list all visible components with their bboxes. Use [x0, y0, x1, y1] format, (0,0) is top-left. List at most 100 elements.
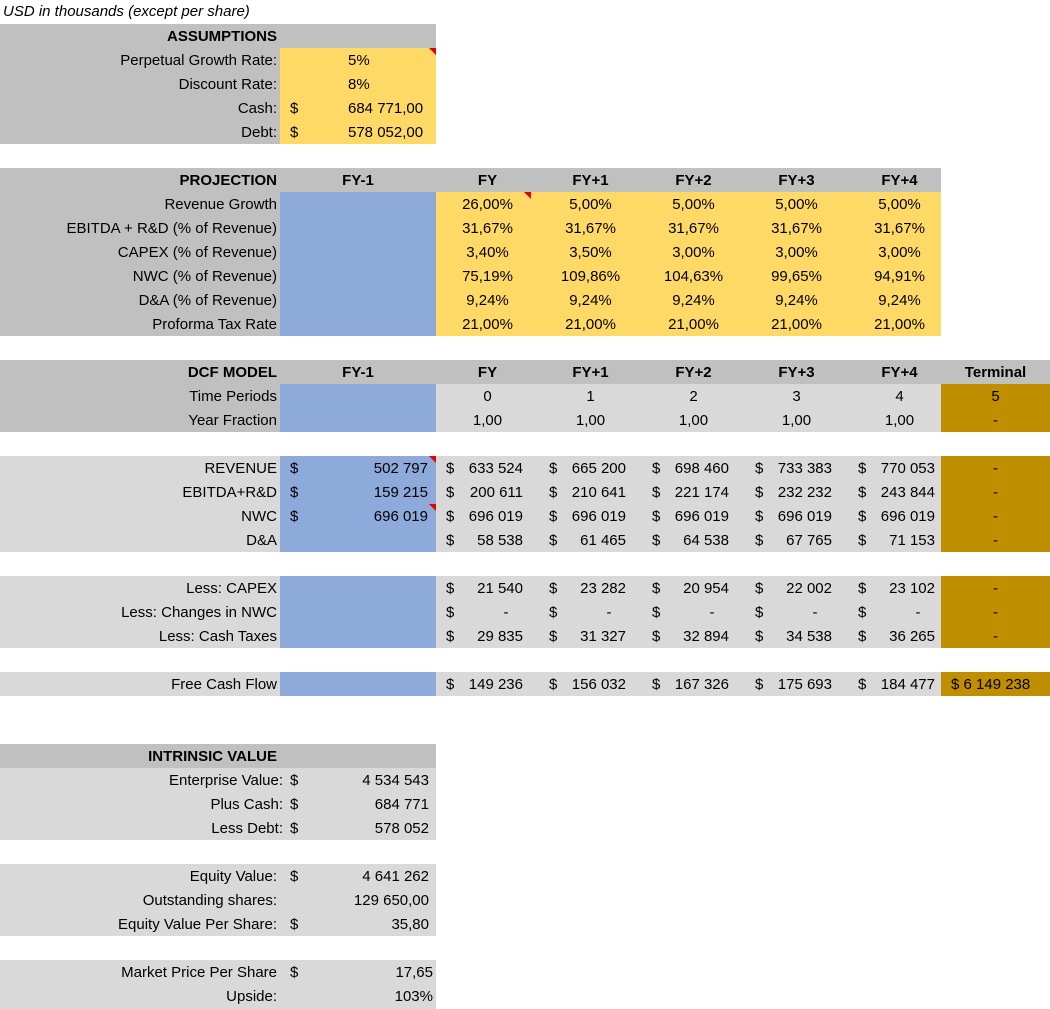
financial-row-label[interactable]: REVENUE — [204, 460, 277, 477]
currency-symbol[interactable]: $ — [755, 676, 764, 693]
deduction-value[interactable]: - — [709, 604, 715, 621]
currency-symbol[interactable]: $ — [290, 916, 299, 933]
projection-row-label[interactable]: EBITDA + R&D (% of Revenue) — [66, 220, 278, 237]
currency-symbol[interactable]: $ — [858, 580, 867, 597]
currency-symbol[interactable]: $ — [755, 460, 764, 477]
equity-value[interactable]: 129 650,00 — [353, 892, 429, 909]
dcf-row-label[interactable]: Time Periods — [189, 388, 277, 405]
historic-value[interactable]: 696 019 — [373, 508, 428, 525]
market-row-label[interactable]: Market Price Per Share — [121, 964, 277, 981]
assumptions-title[interactable]: ASSUMPTIONS — [166, 28, 277, 45]
dcf-column-header[interactable]: FY — [477, 364, 498, 381]
projection-value[interactable]: 9,24% — [672, 292, 715, 309]
fcf-value[interactable]: 184 477 — [880, 676, 935, 693]
currency-symbol[interactable]: $ — [549, 676, 558, 693]
dcf-column-header[interactable]: FY+3 — [778, 364, 815, 381]
currency-symbol[interactable]: $ — [446, 580, 455, 597]
financial-value[interactable]: 232 232 — [777, 484, 832, 501]
intrinsic-row-label[interactable]: Plus Cash: — [210, 796, 283, 813]
projection-value[interactable]: 5,00% — [775, 196, 818, 213]
intrinsic-value[interactable]: 578 052 — [374, 820, 429, 837]
financial-value[interactable]: 770 053 — [880, 460, 935, 477]
assumption-value[interactable]: 578 052,00 — [348, 124, 424, 141]
equity-row-label[interactable]: Equity Value Per Share: — [118, 916, 277, 933]
assumption-label[interactable]: Debt: — [241, 124, 277, 141]
terminal-value[interactable]: - — [993, 484, 998, 501]
dcf-period-value[interactable]: 1,00 — [472, 412, 503, 429]
currency-symbol[interactable]: $ — [549, 508, 558, 525]
intrinsic-row-label[interactable]: Less Debt: — [211, 820, 283, 837]
projection-column-header[interactable]: FY — [477, 172, 498, 189]
deduction-row-label[interactable]: Less: Changes in NWC — [121, 604, 277, 621]
market-value[interactable]: 17,65 — [395, 964, 433, 981]
projection-row-label[interactable]: CAPEX (% of Revenue) — [117, 244, 277, 261]
currency-symbol[interactable]: $ — [858, 676, 867, 693]
units-note[interactable]: USD in thousands (except per share) — [3, 3, 250, 20]
financial-value[interactable]: 633 524 — [468, 460, 523, 477]
currency-symbol[interactable]: $ — [549, 460, 558, 477]
dcf-title[interactable]: DCF MODEL — [187, 364, 277, 381]
currency-symbol[interactable]: $ — [290, 484, 299, 501]
currency-symbol[interactable]: $ — [858, 532, 867, 549]
assumption-value[interactable]: 8% — [348, 76, 370, 93]
equity-row-label[interactable]: Equity Value: — [189, 868, 277, 885]
currency-symbol[interactable]: $ — [755, 484, 764, 501]
projection-column-header[interactable]: FY+2 — [675, 172, 712, 189]
currency-symbol[interactable]: $ — [652, 580, 661, 597]
historic-value[interactable]: 502 797 — [373, 460, 428, 477]
currency-symbol[interactable]: $ — [755, 604, 764, 621]
financial-value[interactable]: 200 611 — [469, 484, 523, 501]
intrinsic-title[interactable]: INTRINSIC VALUE — [148, 748, 277, 765]
projection-value[interactable]: 3,00% — [672, 244, 715, 261]
currency-symbol[interactable]: $ — [652, 460, 661, 477]
projection-value[interactable]: 21,00% — [462, 316, 513, 333]
financial-value[interactable]: 243 844 — [880, 484, 935, 501]
projection-value[interactable]: 5,00% — [569, 196, 612, 213]
equity-row-label[interactable]: Outstanding shares: — [142, 892, 277, 909]
currency-symbol[interactable]: $ — [755, 580, 764, 597]
currency-symbol[interactable]: $ — [446, 484, 455, 501]
currency-symbol[interactable]: $ — [652, 628, 661, 645]
projection-column-header[interactable]: FY+3 — [778, 172, 815, 189]
currency-symbol[interactable]: $ — [549, 604, 558, 621]
projection-title[interactable]: PROJECTION — [179, 172, 277, 189]
currency-symbol[interactable] — [290, 73, 310, 97]
terminal-value[interactable]: - — [993, 628, 998, 645]
dcf-period-value[interactable]: 1,00 — [884, 412, 915, 429]
currency-symbol[interactable]: $ — [290, 796, 299, 813]
projection-value[interactable]: 21,00% — [771, 316, 822, 333]
deduction-value[interactable]: 36 265 — [889, 628, 935, 645]
currency-symbol[interactable]: $ — [446, 604, 455, 621]
market-row-label[interactable]: Upside: — [226, 988, 277, 1005]
currency-symbol[interactable]: $ — [290, 508, 299, 525]
projection-value[interactable]: 21,00% — [874, 316, 925, 333]
currency-symbol[interactable]: $ — [652, 604, 661, 621]
fcf-value[interactable]: 175 693 — [777, 676, 832, 693]
currency-symbol[interactable]: $ — [446, 460, 455, 477]
dcf-period-value[interactable]: 1,00 — [575, 412, 606, 429]
financial-value[interactable]: 696 019 — [777, 508, 832, 525]
currency-symbol[interactable]: $ — [858, 484, 867, 501]
projection-value[interactable]: 3,50% — [569, 244, 612, 261]
financial-value[interactable]: 733 383 — [777, 460, 832, 477]
dcf-period-value[interactable]: 2 — [689, 388, 698, 405]
dcf-period-value[interactable]: 5 — [991, 388, 1000, 405]
projection-value[interactable]: 9,24% — [878, 292, 921, 309]
currency-symbol[interactable]: $ — [858, 508, 867, 525]
projection-value[interactable]: 99,65% — [771, 268, 822, 285]
currency-symbol[interactable]: $ — [549, 628, 558, 645]
financial-row-label[interactable]: EBITDA+R&D — [182, 484, 277, 501]
projection-column-header[interactable]: FY-1 — [342, 172, 374, 189]
projection-value[interactable]: 31,67% — [565, 220, 616, 237]
projection-value[interactable]: 31,67% — [771, 220, 822, 237]
fcf-label[interactable]: Free Cash Flow — [171, 676, 277, 693]
projection-value[interactable]: 31,67% — [462, 220, 513, 237]
currency-symbol[interactable]: $ — [549, 484, 558, 501]
currency-symbol[interactable]: $ — [446, 676, 455, 693]
currency-symbol[interactable]: $ — [549, 532, 558, 549]
projection-value[interactable]: 31,67% — [874, 220, 925, 237]
financial-value[interactable]: 210 641 — [571, 484, 626, 501]
currency-symbol[interactable]: $ — [652, 484, 661, 501]
currency-symbol[interactable]: $ — [755, 532, 764, 549]
financial-row-label[interactable]: D&A — [246, 532, 277, 549]
